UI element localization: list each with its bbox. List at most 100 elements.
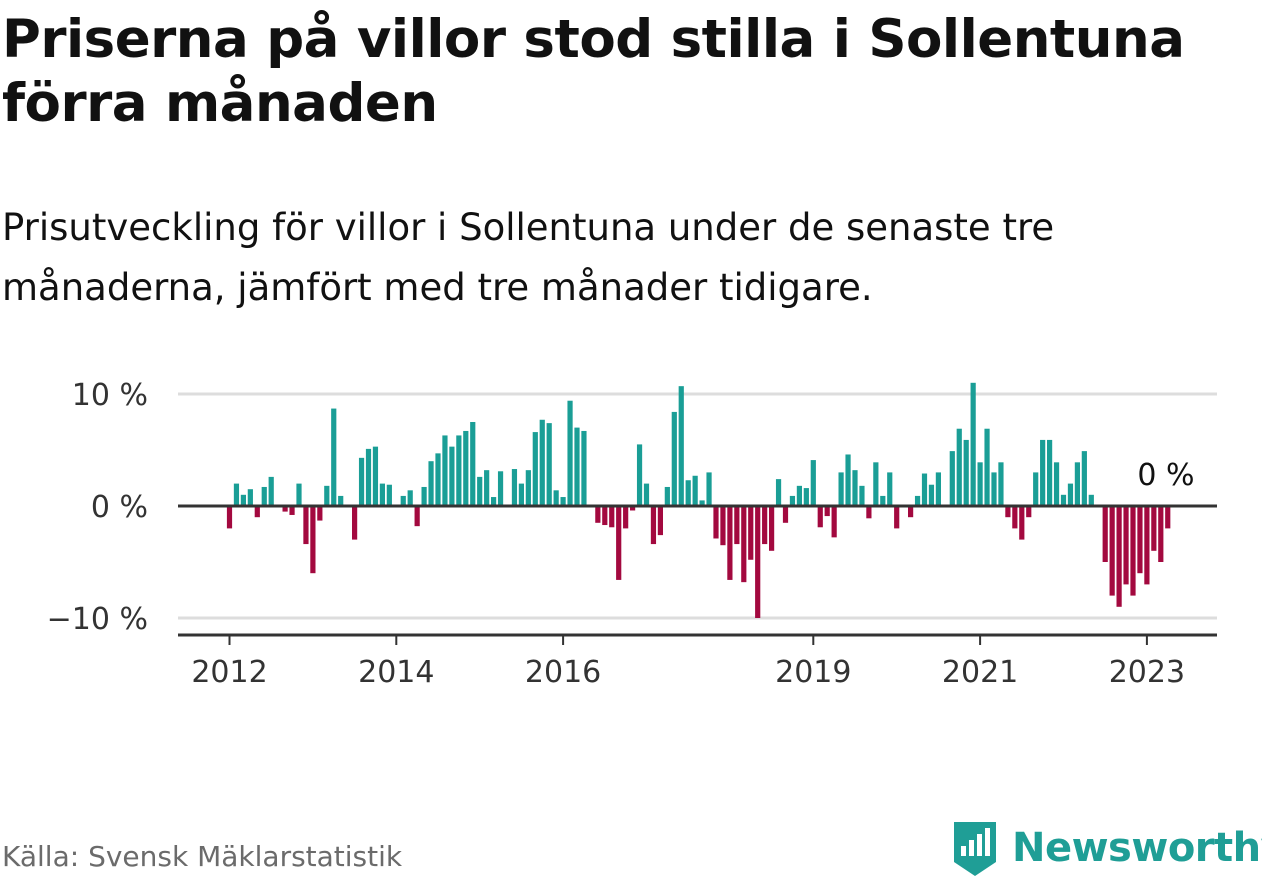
bar [511,469,518,506]
bar [324,485,330,506]
bar [1067,483,1074,506]
bar [372,446,379,506]
bar [1047,439,1053,506]
bar [692,475,698,506]
bar [636,444,643,506]
x-axis: 2012 2014 2016 2019 2021 2023 [178,633,1217,690]
bar [539,419,545,506]
bar [1005,506,1011,518]
bar [664,486,670,506]
bar [984,428,990,506]
bar [755,506,761,618]
bar [810,460,816,506]
bar [567,400,573,506]
bar [866,506,872,519]
bar [657,506,663,536]
bar [477,476,483,506]
bar [685,480,691,506]
bar [379,483,385,506]
bar [1165,506,1171,529]
bar [407,490,413,506]
bar [803,488,809,506]
bar [470,422,476,506]
y-axis-labels: 10 % 0 % −10 % [47,378,148,637]
bar [1019,506,1025,540]
bar [1137,506,1143,574]
x-tick-label: 2014 [358,655,434,690]
bar [727,506,733,580]
bar [1040,439,1046,506]
bar [1109,506,1115,596]
bar [616,506,622,580]
x-tick-label: 2016 [525,655,601,690]
bar [671,411,677,506]
bar [463,430,469,506]
chart-title: Priserna på villor stod stilla i Sollent… [2,9,1185,134]
bar [317,506,323,521]
x-tick-label: 2023 [1109,655,1185,690]
x-tick-label: 2012 [191,655,267,690]
last-value-label: 0 % [1137,458,1194,493]
bar [706,472,712,506]
bar [623,506,629,529]
bar [1081,451,1087,506]
bar [720,506,726,546]
bar [762,506,768,545]
bar [880,495,886,506]
bar [991,472,997,506]
bar [748,506,754,560]
bar [852,470,858,506]
bar [553,490,559,506]
newsworthy-logo-icon [954,822,996,876]
bar [400,495,406,506]
bar [602,506,608,526]
bar [414,506,420,527]
bar [497,471,504,506]
bar [296,483,302,506]
bar [1088,494,1094,506]
bar [1033,472,1039,506]
bar [914,495,921,506]
bar [921,473,928,506]
bar [678,386,684,506]
bar [789,495,796,506]
bar [796,485,802,506]
bar [970,382,976,506]
bar [734,506,740,545]
bar [908,506,914,518]
bar [630,506,636,511]
bar [873,462,879,506]
y-tick-label: 10 % [72,378,148,413]
bar [233,483,240,506]
bar [817,506,823,528]
bar [894,506,900,529]
y-tick-label: −10 % [47,602,148,637]
bar [1053,462,1060,506]
bar [532,432,538,506]
bar [421,486,427,506]
bar [1144,506,1150,585]
bar [254,506,260,518]
bar [838,472,844,506]
bar [428,461,434,506]
bar [650,506,657,545]
y-tick-label: 0 % [91,490,148,525]
bar [595,506,601,523]
bar [358,457,365,506]
bar [845,454,851,506]
bar [435,453,441,506]
bar [289,506,295,515]
bar [1026,506,1032,518]
bar [310,506,316,574]
bar [831,506,837,538]
bar [609,506,615,528]
x-tick-label: 2019 [775,655,851,690]
bar [484,470,490,506]
brand-name: Newsworthy [1012,825,1262,871]
chart-subtitle: Prisutveckling för villor i Sollentuna u… [2,206,1055,309]
bar [775,479,782,506]
bar [935,472,941,506]
bar [303,506,309,545]
bar [713,506,719,539]
bar [546,423,552,506]
